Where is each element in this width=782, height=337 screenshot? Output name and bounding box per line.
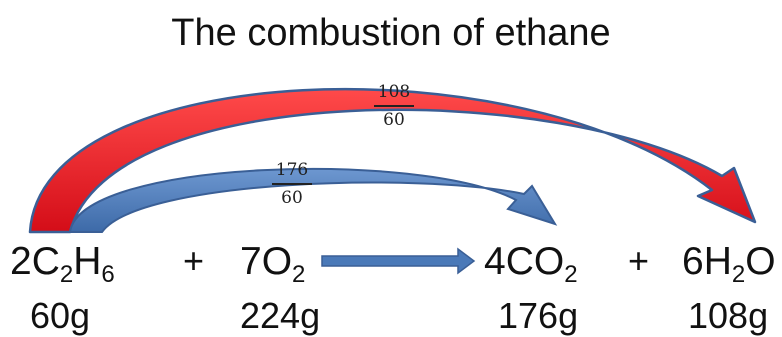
water-ratio-numerator: 108 [377, 82, 411, 102]
co2-subscript-1: 2 [564, 261, 578, 288]
oxygen-coefficient: 7 [240, 240, 262, 283]
ethane-subscript-2: 6 [101, 261, 115, 288]
formula-carbon-dioxide: 4CO2 [484, 240, 578, 287]
red-curved-arrow [28, 87, 757, 234]
water-element-2: O [745, 240, 776, 283]
water-subscript-1: 2 [731, 261, 746, 288]
water-coefficient: 6 [682, 240, 704, 283]
formula-ethane: 2C2H6 [10, 240, 115, 287]
plus-sign-products: + [628, 240, 650, 281]
ethane-subscript-1: 2 [59, 261, 74, 288]
co2-element-1: CO [505, 240, 565, 283]
co2-ratio-numerator: 176 [275, 160, 309, 180]
reaction-arrow [321, 247, 476, 275]
water-ratio-fraction: 108 60 [370, 82, 418, 130]
ethane-element-2: H [73, 240, 102, 283]
page-title: The combustion of ethane [171, 12, 611, 54]
blue-curved-arrow [68, 167, 558, 233]
plus-sign-reactants: + [183, 240, 205, 281]
ethane-element-1: C [31, 240, 60, 283]
oxygen-subscript-1: 2 [292, 261, 306, 288]
co2-ratio-fraction: 176 60 [268, 160, 316, 208]
co2-coefficient: 4 [484, 240, 506, 283]
water-ratio-denominator: 60 [383, 109, 405, 130]
mass-oxygen: 224g [240, 295, 321, 336]
mass-water: 108g [688, 295, 769, 336]
formula-oxygen: 7O2 [240, 240, 305, 287]
co2-ratio-bar [272, 183, 312, 185]
mass-carbon-dioxide: 176g [498, 295, 579, 336]
co2-ratio-denominator: 60 [281, 187, 303, 208]
mass-ethane: 60g [30, 295, 91, 336]
oxygen-element-1: O [261, 240, 293, 283]
water-ratio-bar [374, 105, 414, 107]
water-element-1: H [703, 240, 732, 283]
formula-water: 6H2O [682, 240, 776, 287]
ethane-coefficient: 2 [10, 240, 32, 283]
